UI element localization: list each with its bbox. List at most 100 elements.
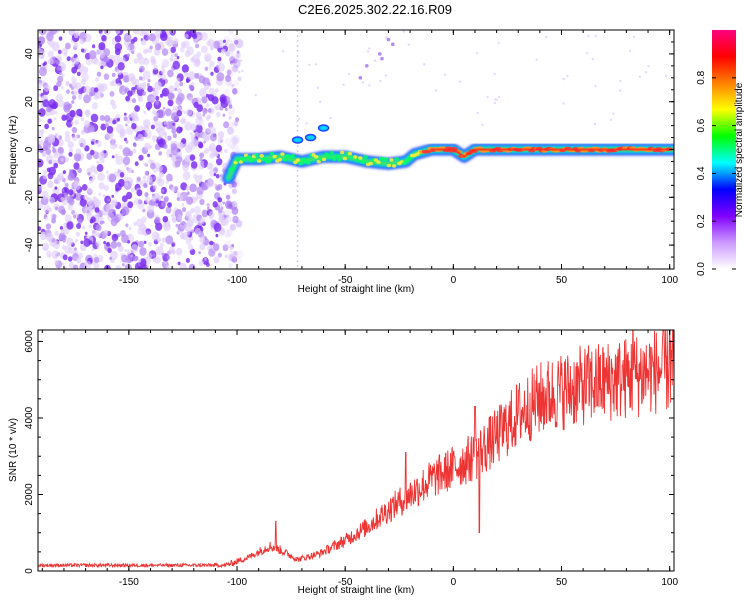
noise-blob [131,123,137,130]
noise-blob [228,83,235,90]
noise-blob [220,96,226,104]
noise-blob [150,162,156,170]
faint-dot [497,41,500,45]
signal-blob [329,151,334,155]
noise-blob [181,207,187,213]
noise-blob [62,254,68,261]
noise-blob [214,88,219,94]
noise-blob [176,126,183,134]
noise-blob [73,57,80,65]
noise-blob [43,169,48,175]
noise-blob [161,189,165,193]
noise-blob [67,256,73,262]
noise-blob [71,126,78,134]
spectrogram-y-axis-label: Frequency (Hz) [8,116,19,185]
noise-blob [236,50,240,55]
noise-blob [133,36,138,42]
noise-blob [142,70,151,80]
signal-blob [376,160,381,164]
noise-blob [172,122,175,126]
noise-blob [143,175,146,180]
noise-blob [166,255,171,260]
spectrogram-plot-area [38,30,674,269]
noise-blob [115,30,121,35]
signal-blob [337,158,342,162]
noise-blob [151,195,158,202]
noise-blob [124,181,129,187]
noise-blob [143,240,147,244]
noise-blob [164,108,172,117]
signal-blob [334,154,340,159]
noise-blob [125,140,129,144]
noise-blob [230,251,238,260]
noise-blob [181,64,189,73]
noise-blob [225,74,232,83]
noise-blob [199,157,203,162]
faint-dot [314,63,318,66]
noise-blob [94,87,99,93]
noise-blob [229,135,237,144]
noise-blob [199,236,206,244]
signal-blob [277,157,283,162]
noise-blob [66,89,70,94]
noise-blob [226,229,233,237]
snr-y-axis-label: SNR (10 * v/v) [8,418,19,482]
signal-blob [249,158,254,163]
faint-dot [585,52,589,55]
noise-blob [44,216,49,221]
noise-blob [123,116,128,122]
faint-dot [238,53,241,56]
noise-blob [155,128,158,132]
noise-blob [43,61,47,66]
noise-blob [162,216,169,223]
noise-blob [188,263,196,269]
noise-blob [56,66,61,71]
noise-blob [107,198,110,202]
noise-blob [191,81,195,86]
noise-blob [233,181,240,189]
noise-blob [232,65,239,73]
noise-blob [142,91,147,96]
noise-blob [227,201,232,207]
noise-blob [38,52,45,60]
noise-blob [175,96,183,105]
signal-blob [314,155,319,159]
noise-blob [147,153,151,158]
noise-blob [58,36,63,41]
noise-blob [158,151,162,156]
faint-dot [619,89,622,92]
noise-blob [231,243,235,248]
noise-blob [143,182,148,188]
noise-blob [154,112,159,118]
noise-blob [114,35,122,43]
noise-blob [66,56,71,62]
noise-blob [45,232,54,242]
noise-blob [131,98,137,104]
faint-dot [591,57,594,61]
noise-blob [229,216,235,223]
noise-blob [66,195,74,204]
noise-blob [217,252,222,258]
noise-blob [126,126,134,135]
noise-blob [80,48,85,53]
noise-blob [185,238,192,245]
noise-blob [46,167,51,173]
noise-blob [227,126,234,135]
noise-blob [137,96,143,103]
noise-blob [176,77,180,82]
noise-blob [48,99,56,109]
noise-blob [200,32,208,41]
noise-blob [74,192,82,201]
noise-blob [196,186,204,195]
noise-blob [68,152,73,157]
noise-blob [117,213,124,220]
noise-blob [81,129,84,133]
noise-blob [165,206,172,214]
noise-blob [79,113,83,117]
noise-blob [38,158,44,168]
noise-blob [214,183,217,187]
faint-dot [281,49,285,53]
noise-blob [79,142,84,148]
noise-blob [61,114,67,121]
noise-blob [143,162,147,167]
